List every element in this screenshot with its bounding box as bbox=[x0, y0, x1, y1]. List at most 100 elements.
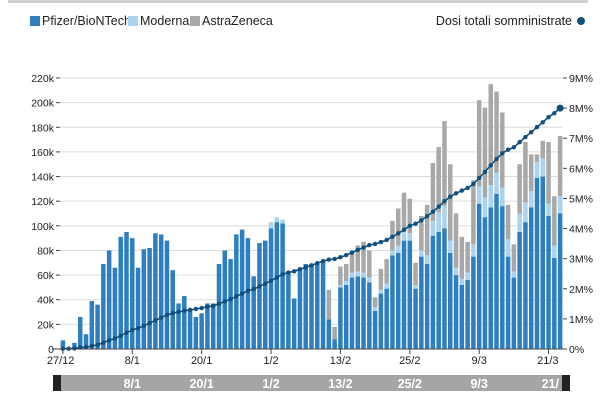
total-doses-point bbox=[263, 281, 268, 286]
bar-moderna bbox=[424, 255, 430, 265]
bar-astrazeneca bbox=[465, 241, 470, 273]
bar-pfizer bbox=[436, 231, 441, 349]
total-doses-point bbox=[488, 163, 493, 168]
bar-moderna bbox=[430, 220, 436, 236]
bar-pfizer bbox=[557, 213, 563, 349]
bar-astrazeneca bbox=[488, 84, 493, 186]
bar-astrazeneca bbox=[494, 91, 499, 173]
x-tick-label: 9/3 bbox=[472, 355, 487, 367]
bar-pfizer bbox=[355, 276, 361, 349]
bar-moderna bbox=[528, 191, 534, 208]
legend-item-astrazeneca[interactable]: AstraZeneca bbox=[190, 14, 273, 28]
bar-pfizer bbox=[193, 316, 199, 349]
navigator-left-handle[interactable] bbox=[53, 375, 61, 391]
x-tick-label: 25/2 bbox=[399, 355, 420, 367]
total-doses-point bbox=[251, 286, 256, 292]
bar-moderna bbox=[343, 281, 349, 285]
left-tick-label: 120k bbox=[31, 196, 55, 208]
bar-pfizer bbox=[534, 177, 540, 349]
right-tick-label: 8M% bbox=[569, 103, 593, 115]
total-doses-point bbox=[534, 124, 540, 130]
bar-moderna bbox=[511, 271, 517, 278]
bar-moderna bbox=[413, 284, 418, 289]
total-doses-point bbox=[89, 343, 94, 349]
navigator-label: 21/ bbox=[542, 377, 560, 391]
bar-pfizer bbox=[413, 288, 418, 349]
total-doses-point bbox=[274, 275, 280, 280]
total-doses-point bbox=[529, 130, 534, 135]
total-doses-point bbox=[482, 169, 488, 175]
total-doses-point bbox=[315, 260, 320, 266]
bar-pfizer bbox=[407, 240, 413, 349]
total-doses-point bbox=[239, 291, 245, 296]
x-tick-label: 27/12 bbox=[47, 355, 75, 367]
bar-moderna bbox=[482, 197, 488, 218]
bar-astrazeneca bbox=[523, 142, 528, 203]
range-navigator[interactable]: 8/1 20/1 1/2 13/2 25/2 9/3 21/ bbox=[53, 375, 570, 391]
bar-pfizer bbox=[349, 277, 355, 349]
x-tick-label: 8/1 bbox=[125, 355, 140, 367]
navigator-label: 1/2 bbox=[262, 377, 279, 391]
navigator-track[interactable] bbox=[60, 375, 563, 391]
x-tick-label: 1/2 bbox=[263, 355, 278, 367]
bar-moderna bbox=[442, 206, 447, 229]
legend-item-pfizer[interactable]: Pfizer/BioNTech bbox=[30, 14, 131, 28]
total-doses-point bbox=[95, 342, 100, 347]
bar-pfizer bbox=[245, 238, 251, 349]
total-doses-point bbox=[523, 134, 528, 140]
x-tick-label: 20/1 bbox=[191, 355, 212, 367]
bar-moderna bbox=[546, 203, 551, 216]
legend-swatch-astrazeneca bbox=[190, 16, 200, 26]
bar-pfizer bbox=[158, 234, 164, 349]
bar-pfizer bbox=[187, 309, 193, 349]
left-tick-label: 20k bbox=[37, 319, 55, 331]
total-doses-point bbox=[401, 227, 407, 232]
left-tick-label: 40k bbox=[37, 295, 55, 307]
bar-astrazeneca bbox=[471, 180, 476, 245]
total-doses-point bbox=[101, 340, 106, 345]
bar-astrazeneca bbox=[557, 135, 563, 197]
right-tick-label: 2M% bbox=[569, 284, 593, 296]
total-doses-point bbox=[182, 308, 187, 313]
bar-moderna bbox=[395, 245, 401, 253]
bar-pfizer bbox=[77, 316, 83, 349]
total-doses-point bbox=[419, 218, 424, 223]
left-tick-label: 0 bbox=[48, 344, 54, 356]
bar-pfizer bbox=[251, 276, 256, 349]
legend-label-total-doses: Dosi totali somministrate bbox=[436, 14, 572, 28]
total-doses-point bbox=[459, 188, 465, 193]
bar-pfizer bbox=[309, 264, 314, 349]
bar-pfizer bbox=[291, 298, 297, 349]
bar-astrazeneca bbox=[511, 244, 517, 272]
bar-pfizer bbox=[430, 235, 436, 349]
bar-pfizer bbox=[471, 256, 476, 349]
bar-moderna bbox=[361, 272, 366, 278]
bar-astrazeneca bbox=[436, 146, 441, 213]
bar-pfizer bbox=[182, 296, 187, 349]
bar-pfizer bbox=[332, 339, 337, 349]
bar-astrazeneca bbox=[442, 121, 447, 207]
bar-astrazeneca bbox=[476, 100, 482, 187]
bar-moderna bbox=[517, 213, 522, 232]
bar-astrazeneca bbox=[453, 213, 459, 268]
bar-astrazeneca bbox=[482, 107, 488, 198]
bar-astrazeneca bbox=[349, 250, 355, 273]
bar-astrazeneca bbox=[384, 259, 389, 284]
total-doses-point bbox=[505, 147, 511, 152]
bar-moderna bbox=[407, 233, 413, 241]
total-doses-point bbox=[176, 309, 181, 315]
bar-pfizer bbox=[482, 217, 488, 349]
bar-pfizer bbox=[297, 268, 303, 349]
bar-moderna bbox=[436, 212, 441, 232]
bar-pfizer bbox=[401, 240, 407, 349]
navigator-right-handle[interactable] bbox=[562, 375, 570, 391]
bar-pfizer bbox=[216, 264, 222, 349]
bar-pfizer bbox=[424, 264, 430, 349]
legend-item-moderna[interactable]: Moderna bbox=[128, 14, 189, 28]
bar-pfizer bbox=[395, 252, 401, 349]
legend-item-total-doses[interactable]: Dosi totali somministrate bbox=[436, 14, 585, 28]
navigator-label: 9/3 bbox=[470, 377, 487, 391]
bar-moderna bbox=[453, 267, 459, 276]
bar-pfizer bbox=[257, 243, 262, 349]
